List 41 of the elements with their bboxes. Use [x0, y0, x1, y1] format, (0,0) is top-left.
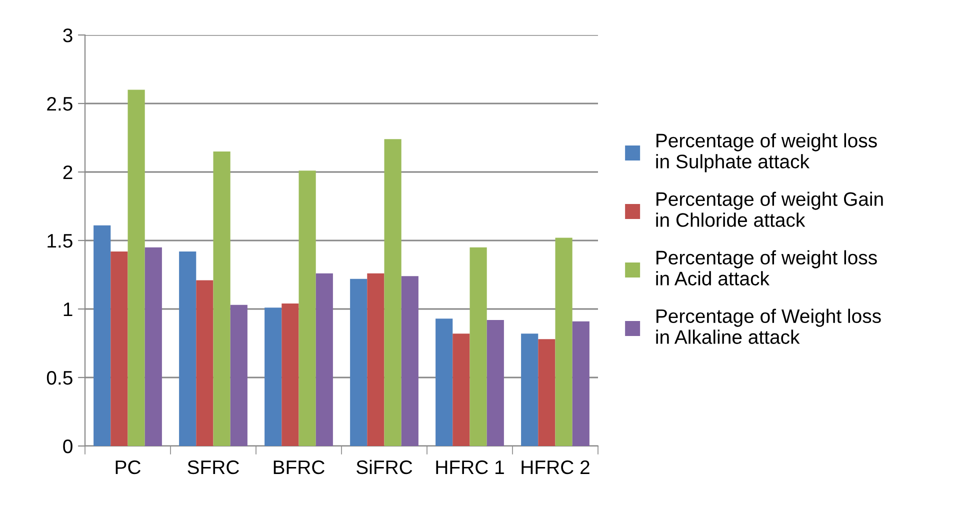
bar — [264, 308, 282, 446]
bar — [572, 321, 590, 446]
bar — [298, 170, 316, 446]
y-tick-label: 0 — [63, 439, 72, 454]
bar — [521, 334, 538, 446]
bar — [367, 273, 384, 446]
bar — [486, 320, 504, 446]
y-tick-label: 2.5 — [47, 96, 72, 111]
x-tick-label: SiFRC — [356, 460, 412, 474]
x-tick-label: PC — [116, 460, 141, 474]
bar — [282, 304, 299, 446]
bar — [94, 225, 111, 446]
y-tick-label: 0.5 — [46, 370, 72, 385]
bar — [436, 318, 453, 446]
bar — [213, 151, 230, 446]
x-tick-label: HFRC 2 — [522, 460, 590, 474]
y-tick-label: 2 — [63, 165, 72, 180]
bar — [384, 139, 402, 446]
bar — [196, 280, 214, 446]
legend-label: Percentage of Weight loss in Alkaline attack — [656, 308, 881, 344]
bar — [179, 251, 196, 446]
legend-label: Percentage of weight loss in Acid attack — [656, 250, 877, 286]
x-tick-label: SFRC — [188, 460, 239, 474]
bar — [350, 278, 368, 446]
bar — [452, 334, 470, 446]
bar — [401, 276, 418, 446]
y-tick-label: 3 — [63, 28, 72, 42]
bar — [110, 251, 128, 446]
bar — [144, 247, 162, 446]
x-tick-label: HFRC 1 — [436, 460, 504, 474]
legend-label: Percentage of weight loss in Sulphate attack — [656, 133, 877, 172]
bar — [555, 238, 572, 446]
y-tick-label: 1 — [64, 302, 72, 316]
x-tick-label: BFRC — [274, 460, 324, 474]
y-tick-label: 1.5 — [48, 234, 72, 248]
legend-label: Percentage of weight Gain in Chloride attack — [656, 192, 883, 227]
bar — [538, 339, 556, 446]
bar — [128, 90, 145, 446]
bar — [316, 273, 333, 446]
bar — [230, 304, 248, 446]
bar — [470, 247, 487, 446]
